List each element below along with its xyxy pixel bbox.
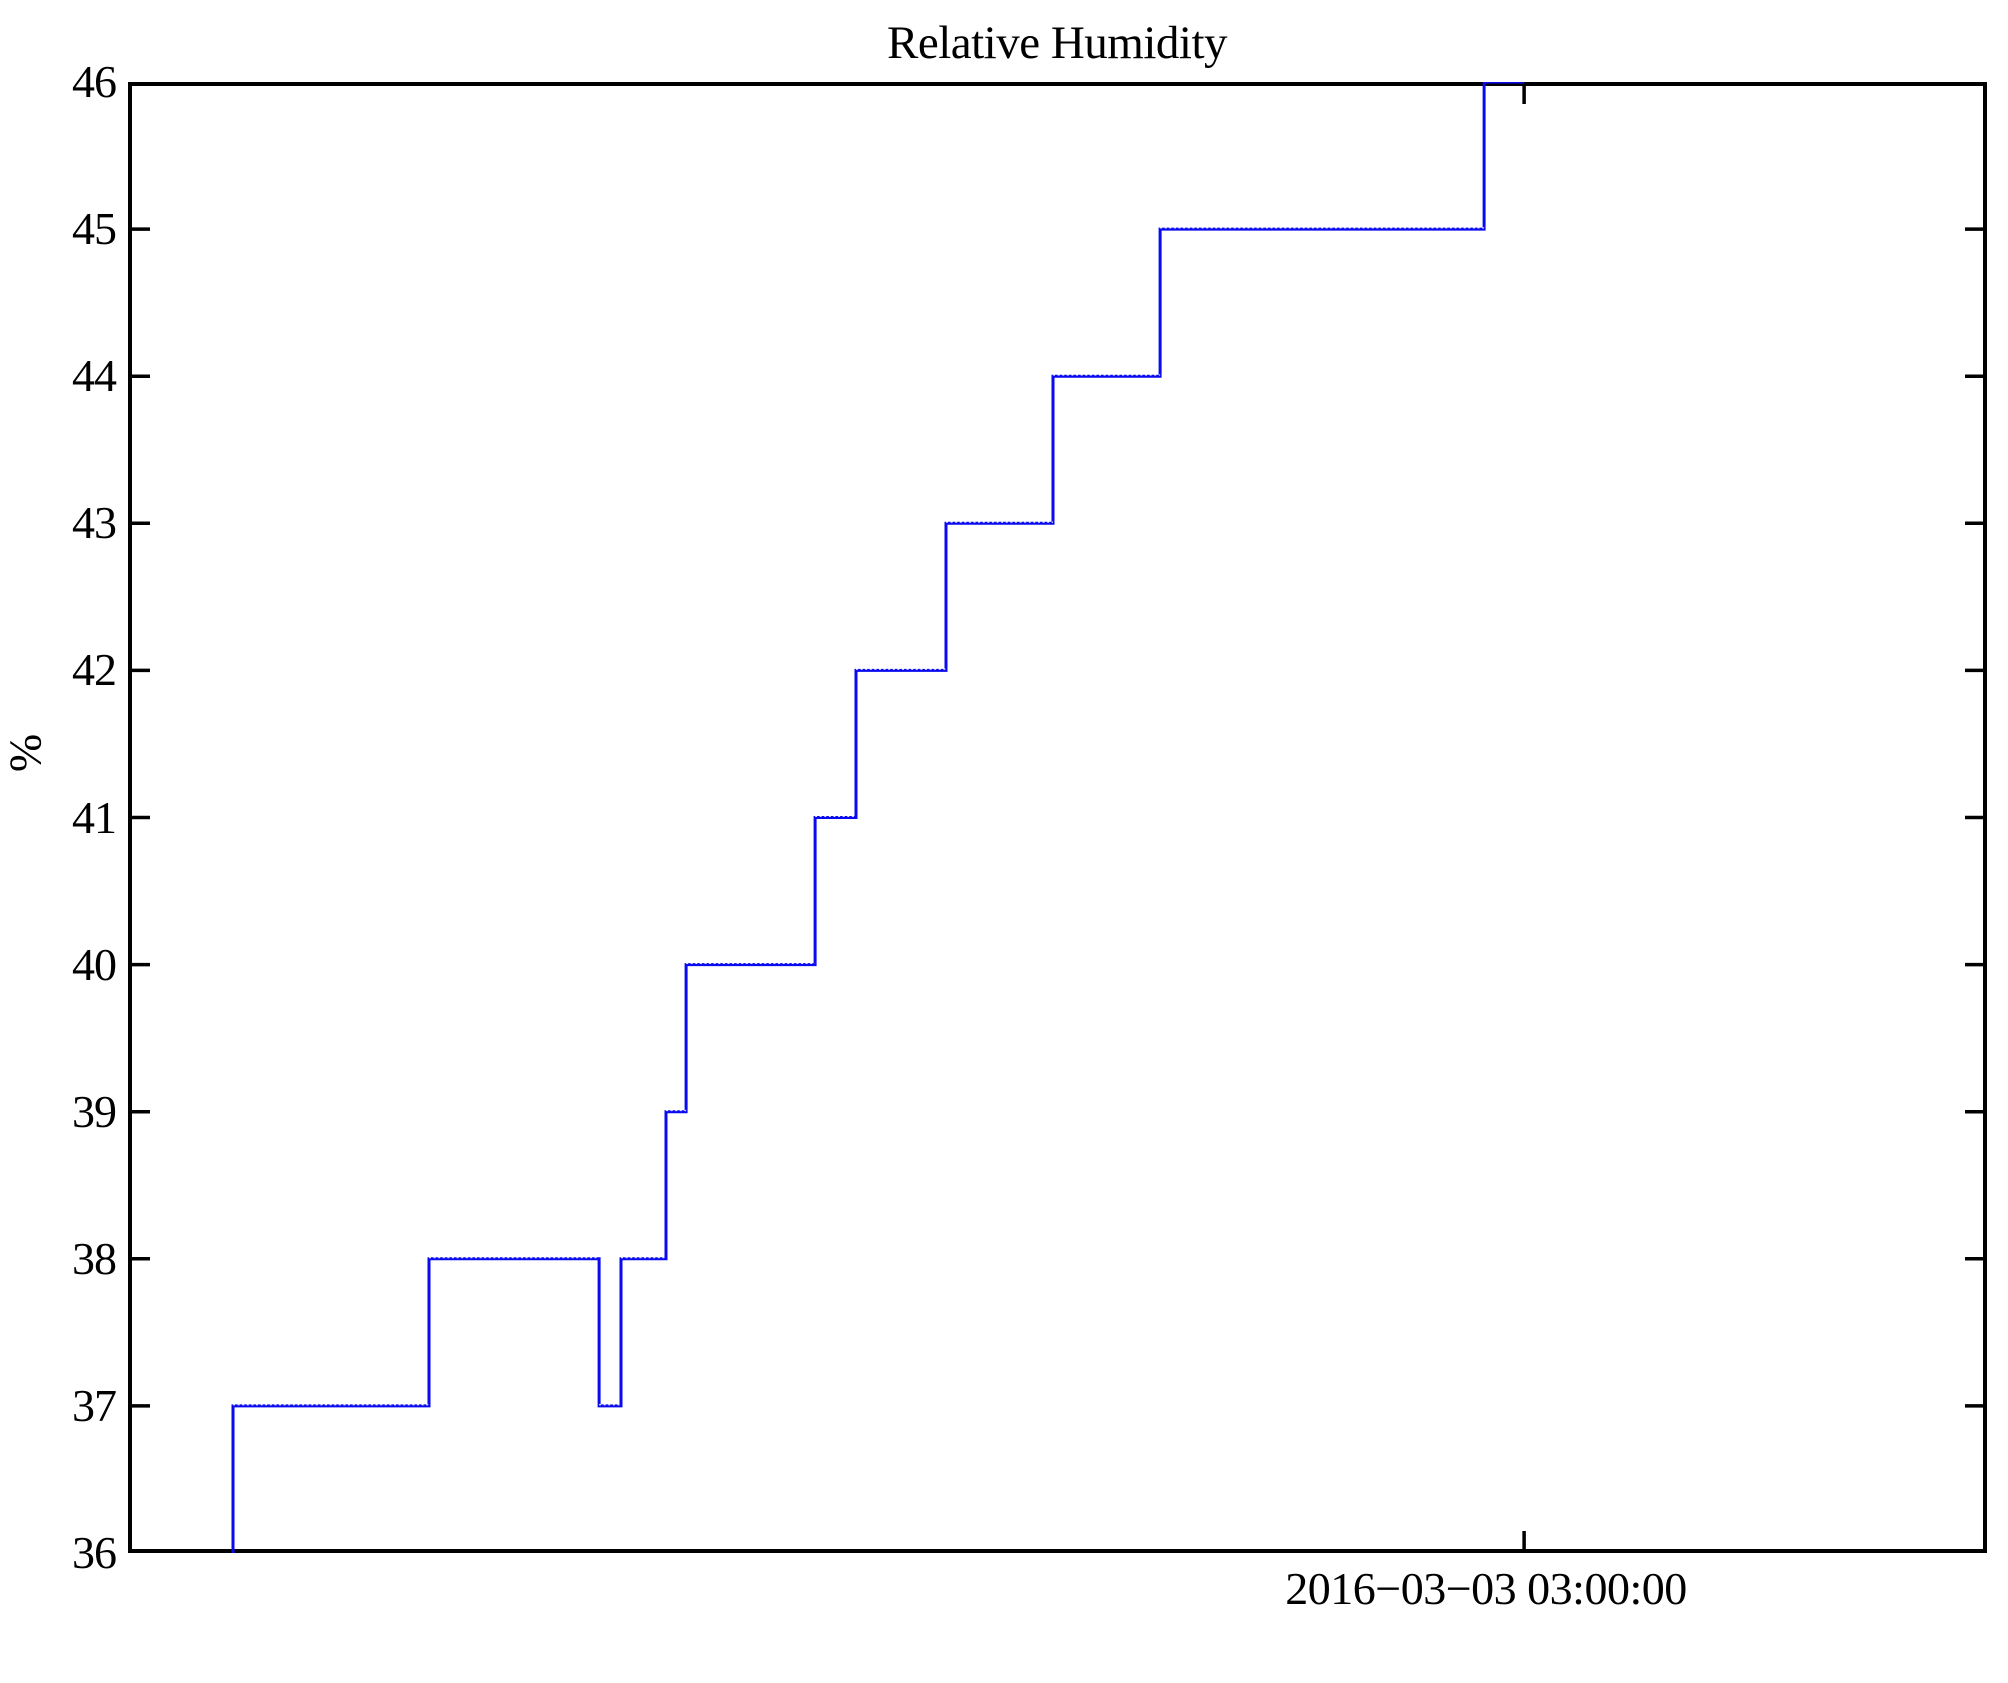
- y-tick-label: 43: [72, 497, 117, 549]
- y-tick-label: 36: [72, 1527, 117, 1578]
- y-tick-label: 40: [72, 938, 117, 990]
- y-tick-label: 37: [72, 1379, 117, 1431]
- y-tick-label: 41: [72, 791, 117, 843]
- chart-title: Relative Humidity: [886, 17, 1228, 69]
- y-tick-label: 39: [72, 1085, 117, 1137]
- y-tick-label: 42: [72, 644, 117, 696]
- plot-area: [128, 82, 1987, 1553]
- y-tick-label: 45: [72, 203, 117, 255]
- humidity-step-line: [231, 82, 1525, 1553]
- y-tick-label: 38: [72, 1232, 117, 1284]
- y-axis-label: %: [0, 733, 51, 773]
- axis-frame: [128, 82, 1987, 1553]
- y-tick-label: 46: [72, 56, 117, 107]
- x-tick-label: 2016−03−03 03:00:00: [1285, 1563, 1687, 1614]
- chart-svg: [128, 82, 1987, 1553]
- y-tick-label: 44: [72, 350, 117, 402]
